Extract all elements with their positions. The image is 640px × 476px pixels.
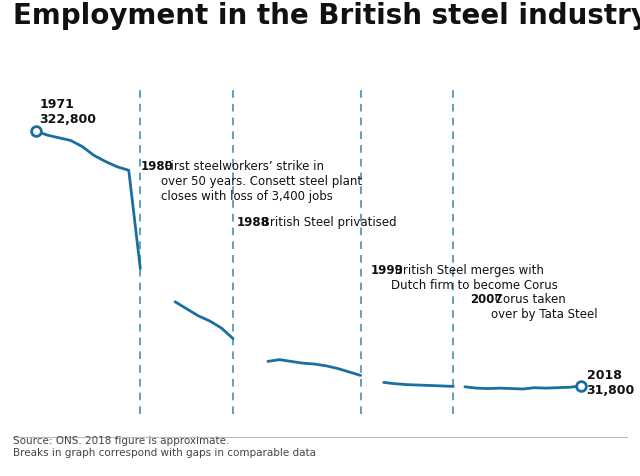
Text: 2007: 2007 bbox=[470, 293, 503, 306]
Text: Employment in the British steel industry: Employment in the British steel industry bbox=[13, 2, 640, 30]
Text: 1999: 1999 bbox=[371, 264, 403, 277]
Text: First steelworkers’ strike in
over 50 years. Consett steel plant
closes with los: First steelworkers’ strike in over 50 ye… bbox=[161, 160, 362, 203]
Text: British Steel privatised: British Steel privatised bbox=[257, 215, 396, 228]
Text: 1971
322,800: 1971 322,800 bbox=[40, 98, 97, 126]
Text: Corus taken
over by Tata Steel: Corus taken over by Tata Steel bbox=[491, 293, 598, 321]
Text: 2018
31,800: 2018 31,800 bbox=[587, 368, 635, 397]
Text: Source: ONS. 2018 figure is approximate.
Breaks in graph correspond with gaps in: Source: ONS. 2018 figure is approximate.… bbox=[13, 436, 316, 457]
Text: 1980: 1980 bbox=[141, 160, 173, 173]
Text: 1988: 1988 bbox=[237, 215, 270, 228]
Text: British Steel merges with
Dutch firm to become Corus: British Steel merges with Dutch firm to … bbox=[391, 264, 557, 292]
Text: PA: PA bbox=[581, 446, 606, 464]
